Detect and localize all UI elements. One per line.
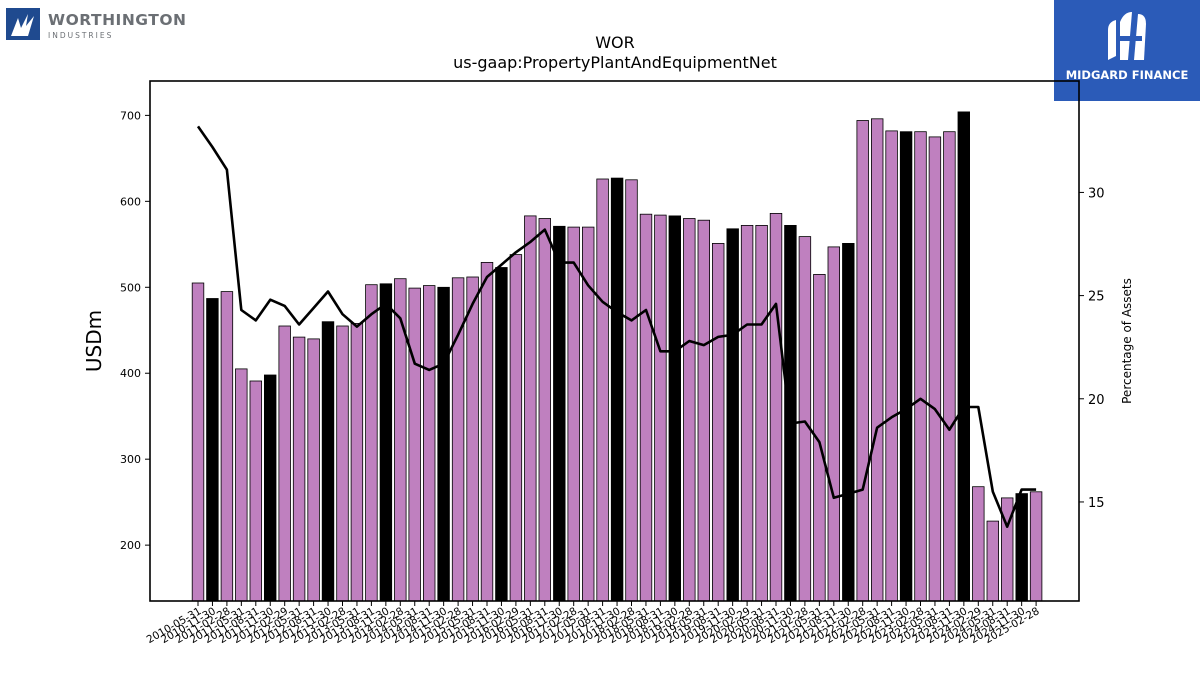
bar: [639, 213, 653, 602]
midgard-finance-name: MIDGARD FINANCE: [1065, 68, 1189, 82]
bar: [856, 120, 869, 602]
worthington-mark-icon: [6, 8, 40, 40]
bar-series: [191, 111, 1043, 602]
bar: [972, 486, 985, 602]
bar: [350, 322, 364, 602]
bar: [206, 298, 219, 602]
bar: [567, 226, 580, 602]
bar: [769, 212, 783, 602]
bar: [263, 374, 277, 602]
bar: [697, 219, 711, 602]
worthington-logo: WORTHINGTON INDUSTRIES: [6, 8, 186, 44]
bar: [928, 136, 942, 602]
bar: [668, 215, 682, 602]
y2-axis-ticks: 15 20 25 30: [1079, 186, 1105, 511]
bar: [191, 282, 205, 602]
bar: [798, 236, 812, 602]
bar: [220, 291, 234, 602]
x-axis-ticks: 2010-05-312010-11-302011-02-282011-05-31…: [145, 601, 1042, 646]
plot-frame: [149, 80, 1080, 602]
y-tick-label: 700: [120, 109, 141, 122]
chart-title: WOR: [595, 33, 635, 52]
bar: [509, 254, 523, 602]
bar: [957, 111, 971, 602]
y2-tick-label: 25: [1088, 290, 1105, 305]
bar: [885, 130, 898, 602]
bar: [538, 218, 552, 602]
bar: [524, 215, 537, 602]
midgard-mark-icon: [1108, 12, 1146, 60]
bar: [871, 118, 884, 602]
midgard-finance-logo: MIDGARD FINANCE: [1054, 0, 1200, 101]
pct-line: [196, 125, 1037, 529]
y2-tick-label: 30: [1088, 186, 1105, 201]
bar: [336, 325, 349, 602]
y2-tick-label: 20: [1088, 393, 1105, 408]
y-axis-label: USDm: [82, 310, 106, 372]
bar: [495, 267, 508, 602]
bar: [480, 261, 494, 602]
bar: [249, 380, 263, 602]
bar: [914, 131, 927, 602]
bar: [235, 368, 248, 602]
bar: [321, 321, 335, 602]
bar: [842, 242, 855, 602]
bar: [827, 246, 841, 602]
bar: [437, 286, 450, 602]
bar: [422, 285, 436, 602]
y-tick-label: 300: [120, 453, 141, 466]
bar: [712, 242, 725, 602]
bar: [755, 224, 768, 602]
y-tick-label: 400: [120, 367, 141, 380]
bar: [292, 336, 306, 602]
bar: [553, 225, 566, 602]
bar: [683, 218, 696, 602]
bar: [899, 131, 913, 602]
worthington-name: WORTHINGTON: [48, 11, 187, 29]
bar: [278, 325, 291, 602]
bar: [408, 287, 421, 602]
bar: [740, 224, 754, 602]
bar: [596, 178, 609, 602]
worthington-sub: INDUSTRIES: [48, 31, 114, 40]
y-axis-ticks: 200 300 400 500 600 700: [120, 109, 150, 552]
bar: [1029, 491, 1043, 602]
bar: [654, 214, 667, 602]
bar: [610, 177, 624, 602]
y-tick-label: 500: [120, 281, 141, 294]
bar: [986, 520, 1000, 602]
bar: [726, 228, 739, 602]
y2-axis-label: Percentage of Assets: [1120, 278, 1134, 404]
bar: [1015, 493, 1028, 602]
y-tick-label: 200: [120, 539, 141, 552]
bar: [943, 131, 956, 602]
chart-subtitle: us-gaap:PropertyPlantAndEquipmentNet: [453, 53, 777, 72]
bar: [365, 284, 378, 602]
y2-tick-label: 15: [1088, 496, 1105, 511]
bar: [625, 179, 638, 602]
y-tick-label: 600: [120, 195, 141, 208]
pct-line-series: [196, 125, 1037, 529]
bar: [379, 283, 393, 602]
bar: [466, 276, 479, 602]
bar: [307, 338, 320, 602]
